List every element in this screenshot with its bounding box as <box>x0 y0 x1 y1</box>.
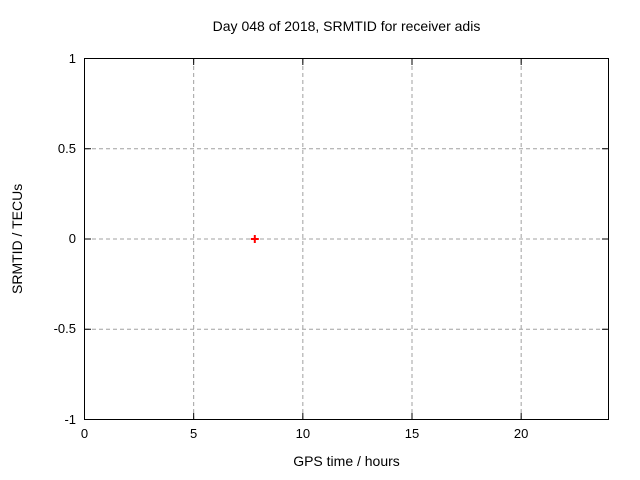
chart-title: Day 048 of 2018, SRMTID for receiver adi… <box>212 18 481 34</box>
y-tick-label: 0.5 <box>57 140 76 156</box>
y-tick-label: -1 <box>64 411 76 427</box>
plot-border <box>84 58 609 420</box>
y-tick-label: 0 <box>68 231 76 246</box>
y-tick-label: -0.5 <box>53 321 76 337</box>
x-tick-label: 0 <box>80 426 89 441</box>
y-axis-label: SRMTID / TECUs <box>9 183 25 295</box>
x-tick-label: 10 <box>295 426 311 441</box>
x-tick-label: 5 <box>190 426 198 441</box>
x-tick-label: 20 <box>513 426 529 441</box>
x-axis-label: GPS time / hours <box>293 453 400 469</box>
x-tick-label: 15 <box>404 426 420 441</box>
plot-area <box>84 58 609 420</box>
y-tick-label: 1 <box>68 50 76 66</box>
